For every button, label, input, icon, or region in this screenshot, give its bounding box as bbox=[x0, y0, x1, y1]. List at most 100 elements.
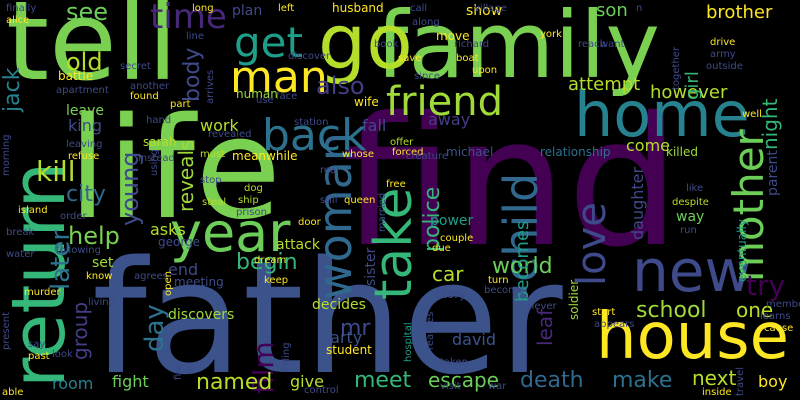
word: past bbox=[28, 351, 50, 362]
word: friend bbox=[386, 79, 503, 125]
word: hospital bbox=[403, 322, 414, 362]
word: father bbox=[92, 227, 563, 400]
word: brother bbox=[706, 2, 773, 23]
word: refuse bbox=[68, 151, 100, 162]
word: new bbox=[632, 237, 752, 305]
word: away bbox=[428, 110, 471, 129]
word: tell bbox=[6, 0, 178, 105]
word: must bbox=[200, 149, 226, 160]
word: king bbox=[68, 116, 103, 135]
word: another bbox=[130, 81, 170, 92]
word: apartment bbox=[56, 85, 109, 96]
word: city bbox=[66, 182, 106, 207]
word: war bbox=[488, 381, 507, 392]
word: together bbox=[671, 46, 682, 90]
word: left bbox=[278, 3, 295, 14]
word: meanwhile bbox=[232, 149, 298, 163]
word: jack bbox=[0, 67, 25, 112]
word: richard bbox=[454, 39, 490, 50]
word: line bbox=[186, 31, 205, 42]
word: murder bbox=[24, 287, 61, 298]
word: world bbox=[492, 254, 553, 279]
word: time bbox=[150, 0, 227, 37]
word: work bbox=[200, 116, 239, 135]
word: keep bbox=[264, 275, 289, 286]
word: car bbox=[432, 262, 464, 286]
word: queen bbox=[344, 195, 376, 206]
word: inside bbox=[702, 387, 732, 398]
word: drive bbox=[710, 37, 736, 48]
word: start bbox=[592, 307, 616, 318]
word: turn bbox=[488, 275, 509, 286]
word: order bbox=[60, 211, 87, 222]
word: power bbox=[430, 213, 474, 229]
word: daughter bbox=[628, 166, 647, 240]
word: give bbox=[290, 372, 324, 391]
word: go bbox=[318, 0, 413, 86]
word: decides bbox=[312, 297, 366, 313]
word: leaf bbox=[533, 308, 557, 346]
word: day bbox=[140, 304, 170, 352]
word: creature bbox=[406, 151, 448, 162]
word: sarah bbox=[143, 135, 177, 149]
word: face bbox=[276, 91, 298, 102]
word: appears bbox=[594, 319, 635, 330]
word: plan bbox=[232, 3, 263, 19]
word: george bbox=[158, 235, 201, 249]
word: island bbox=[18, 205, 48, 216]
word: help bbox=[68, 222, 120, 250]
word: begin bbox=[236, 250, 298, 275]
word: control bbox=[304, 385, 339, 396]
word: water bbox=[6, 249, 35, 260]
word: mr bbox=[340, 316, 371, 341]
word: david bbox=[452, 330, 497, 349]
word: meet bbox=[354, 368, 412, 393]
word: due bbox=[432, 243, 451, 254]
word: stop bbox=[200, 175, 222, 186]
word: n bbox=[636, 3, 643, 14]
word: station bbox=[294, 117, 329, 128]
word: come bbox=[626, 136, 671, 155]
word: fall bbox=[362, 116, 387, 135]
word: fire bbox=[173, 363, 184, 380]
word: free bbox=[386, 179, 406, 190]
word: forced bbox=[392, 147, 424, 158]
word: ship bbox=[238, 195, 259, 206]
word: living bbox=[88, 297, 115, 308]
word: morning bbox=[1, 134, 12, 176]
word: life bbox=[68, 88, 282, 251]
word: dream bbox=[254, 255, 287, 266]
word: couple bbox=[440, 233, 474, 244]
word: book bbox=[374, 39, 399, 50]
word: save bbox=[398, 53, 422, 64]
word: group bbox=[68, 301, 92, 360]
word: husband bbox=[332, 1, 384, 15]
word: man bbox=[230, 52, 328, 103]
word: old bbox=[66, 48, 103, 76]
word: next bbox=[692, 366, 737, 390]
word: one bbox=[736, 298, 774, 322]
word: open bbox=[163, 271, 174, 296]
word: discovers bbox=[168, 307, 235, 323]
word: secret bbox=[120, 61, 151, 72]
word: along bbox=[412, 17, 440, 28]
word: still bbox=[320, 195, 338, 206]
word: run bbox=[680, 225, 697, 236]
word: leaving bbox=[66, 139, 103, 150]
word: arrives bbox=[205, 69, 216, 104]
word: whose bbox=[342, 149, 374, 160]
word: hand bbox=[146, 115, 172, 126]
word: named bbox=[196, 370, 273, 395]
word: asks bbox=[150, 220, 186, 239]
word: night bbox=[758, 98, 782, 150]
word: village bbox=[474, 3, 507, 14]
word: travel bbox=[735, 366, 746, 396]
word: dog bbox=[244, 183, 263, 194]
word: girl bbox=[682, 71, 703, 100]
word: love bbox=[569, 202, 615, 286]
word: since bbox=[414, 71, 440, 82]
word: present bbox=[1, 311, 12, 350]
word: however bbox=[650, 82, 728, 103]
word: upon bbox=[472, 65, 498, 76]
word: agrees bbox=[134, 271, 168, 282]
